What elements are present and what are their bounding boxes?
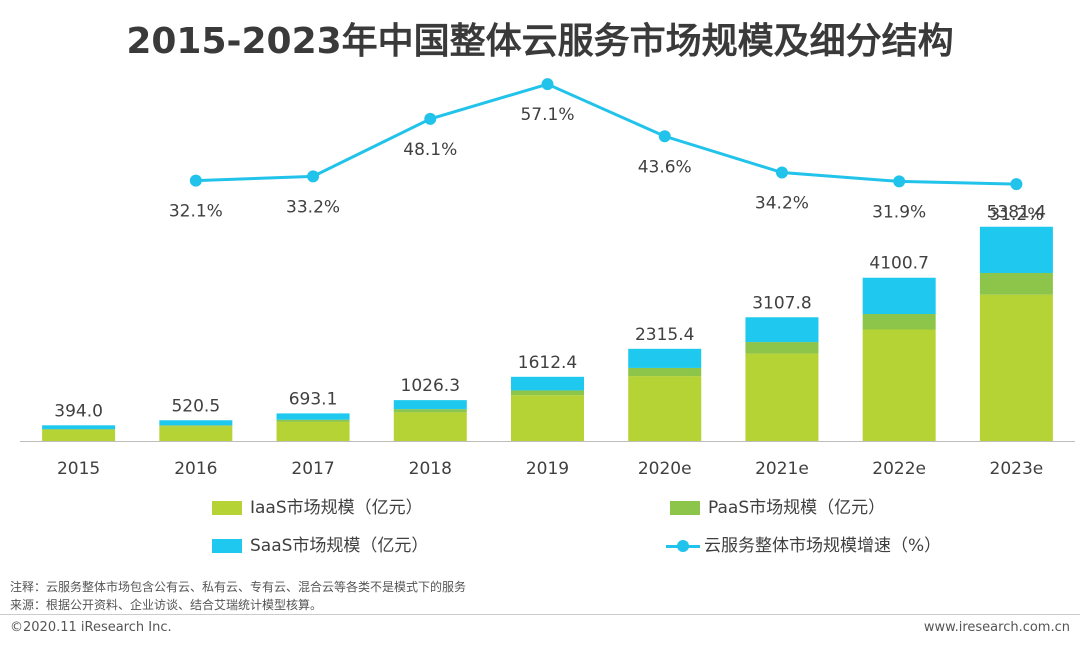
x-tick-2022e: 2022e	[872, 459, 926, 479]
bar-iaas-2020e	[628, 376, 702, 441]
bar-saas-2015	[42, 425, 116, 430]
growth-point-2019	[541, 78, 554, 91]
bar-paas-2021e	[745, 342, 819, 354]
bar-iaas-2023e	[979, 294, 1053, 441]
growth-point-2022e	[893, 175, 906, 188]
total-label-2015: 394.0	[54, 401, 103, 421]
bar-saas-2023e	[979, 226, 1053, 273]
bar-iaas-2022e	[862, 329, 936, 441]
bar-saas-2019	[511, 376, 584, 391]
growth-label-2019: 57.1%	[520, 105, 574, 125]
legend-growth-dot	[677, 540, 689, 552]
legend-paas-label: PaaS市场规模（亿元）	[708, 498, 886, 518]
x-tick-2018: 2018	[409, 459, 452, 479]
total-label-2022e: 4100.7	[869, 254, 928, 274]
legend-saas-swatch	[212, 539, 242, 553]
bar-paas-2015	[42, 429, 116, 430]
bar-paas-2020e	[628, 367, 702, 377]
growth-label-2020e: 43.6%	[638, 157, 692, 177]
total-label-2016: 520.5	[171, 396, 220, 416]
bar-iaas-2021e	[745, 353, 819, 441]
bar-saas-2017	[276, 413, 350, 420]
bar-iaas-2017	[276, 421, 350, 441]
legend-iaas-swatch	[212, 501, 242, 515]
bar-paas-2017	[276, 419, 350, 422]
total-label-2023e: 5381.4	[987, 203, 1046, 223]
x-tick-2017: 2017	[291, 459, 334, 479]
total-label-2018: 1026.3	[401, 376, 460, 396]
bar-saas-2016	[159, 420, 233, 426]
chart-canvas: 394.0 2015 520.5 2016 693.1 2017 1026.3 2018 161…	[20, 78, 1075, 479]
bar-iaas-2016	[159, 426, 233, 441]
x-tick-2021e: 2021e	[755, 459, 809, 479]
chart-title: 2015-2023年中国整体云服务市场规模及细分结构	[126, 21, 954, 62]
bar-iaas-2015	[42, 429, 116, 441]
bar-paas-2016	[159, 425, 233, 427]
bar-saas-2022e	[862, 277, 936, 314]
growth-point-2018	[424, 112, 437, 125]
website-link[interactable]: www.iresearch.com.cn	[923, 620, 1070, 635]
source-text: 来源：根据公开资料、企业访谈、结合艾瑞统计模型核算。	[10, 598, 323, 612]
growth-point-2021e	[775, 166, 788, 179]
bar-saas-2020e	[628, 348, 702, 368]
growth-label-2021e: 34.2%	[755, 194, 809, 214]
growth-label-2023e: 31.2%	[989, 205, 1043, 225]
growth-label-2017: 33.2%	[286, 197, 340, 217]
footer-divider	[0, 614, 1080, 615]
notes-block: 注释：云服务整体市场包含公有云、私有云、专有云、混合云等各类不是模式下的服务 来…	[10, 578, 466, 614]
x-tick-2023e: 2023e	[990, 459, 1044, 479]
legend-growth-label: 云服务整体市场规模增速（%）	[704, 536, 942, 556]
bar-paas-2019	[511, 390, 584, 396]
legend-saas-label: SaaS市场规模（亿元）	[250, 536, 429, 556]
growth-label-2016: 32.1%	[169, 202, 223, 222]
total-label-2020e: 2315.4	[635, 325, 694, 345]
legend-iaas-label: IaaS市场规模（亿元）	[250, 498, 423, 518]
x-tick-2015: 2015	[57, 459, 100, 479]
total-label-2021e: 3107.8	[752, 293, 811, 313]
growth-point-2020e	[658, 130, 671, 143]
growth-point-2023e	[1010, 178, 1023, 191]
legend-paas-swatch	[670, 501, 700, 515]
bar-paas-2022e	[862, 313, 936, 330]
bar-paas-2023e	[979, 272, 1053, 295]
x-tick-2019: 2019	[526, 459, 569, 479]
bar-iaas-2019	[511, 395, 584, 441]
total-label-2019: 1612.4	[518, 353, 577, 373]
growth-label-2022e: 31.9%	[872, 202, 926, 222]
bar-saas-2018	[393, 400, 467, 410]
bar-paas-2018	[393, 409, 467, 413]
bar-iaas-2018	[393, 412, 467, 441]
copyright-text: ©2020.11 iResearch Inc.	[10, 620, 172, 635]
growth-point-2016	[189, 174, 202, 187]
bar-saas-2021e	[745, 317, 819, 343]
growth-line	[195, 82, 1017, 186]
x-tick-2020e: 2020e	[638, 459, 692, 479]
note-text: 注释：云服务整体市场包含公有云、私有云、专有云、混合云等各类不是模式下的服务	[10, 580, 467, 594]
growth-label-2018: 48.1%	[403, 140, 457, 160]
x-tick-2016: 2016	[174, 459, 217, 479]
growth-point-2017	[307, 170, 320, 183]
total-label-2017: 693.1	[289, 389, 338, 409]
